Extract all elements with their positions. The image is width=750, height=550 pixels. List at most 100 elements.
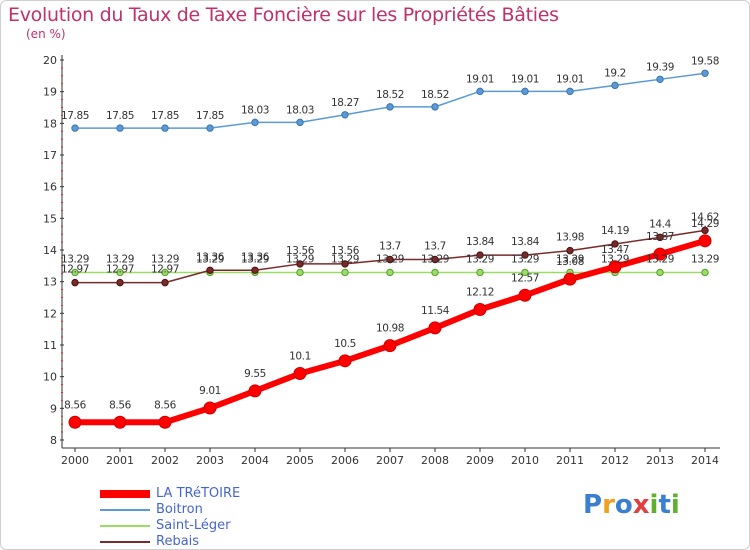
data-label-la-tr-toire: 12.57 — [511, 272, 539, 284]
data-point-la-tr-toire — [608, 260, 622, 274]
y-tick-label: 8 — [50, 434, 57, 447]
data-label-saint-l-ger: 13.29 — [241, 253, 269, 265]
data-point-rebais — [611, 240, 619, 248]
y-tick-label: 12 — [43, 307, 57, 320]
data-label-rebais: 14.4 — [649, 218, 671, 230]
data-point-boitron — [341, 111, 349, 119]
y-tick-label: 10 — [43, 371, 57, 384]
data-label-la-tr-toire: 14.29 — [691, 218, 719, 230]
logo-letter: o — [614, 490, 633, 520]
data-label-boitron: 18.03 — [241, 104, 269, 116]
logo-letter: i — [649, 490, 659, 520]
data-point-la-tr-toire — [158, 415, 172, 429]
data-point-rebais — [341, 260, 349, 268]
data-point-la-tr-toire — [68, 415, 82, 429]
data-label-rebais: 13.36 — [241, 251, 270, 263]
data-label-la-tr-toire: 12.12 — [466, 287, 494, 299]
x-tick-label: 2012 — [601, 454, 629, 467]
data-label-boitron: 19.58 — [691, 55, 719, 67]
data-label-boitron: 19.39 — [646, 61, 674, 73]
data-label-rebais: 13.36 — [196, 251, 225, 263]
legend-label: Rebais — [156, 534, 200, 549]
data-point-rebais — [656, 233, 664, 242]
legend-swatch-boitron — [100, 509, 150, 511]
x-tick-label: 2014 — [691, 454, 719, 467]
data-label-saint-l-ger: 13.29 — [646, 253, 674, 265]
data-label-rebais: 12.97 — [61, 264, 89, 276]
data-label-la-tr-toire: 13.87 — [646, 231, 674, 243]
data-point-rebais — [566, 246, 574, 255]
data-point-rebais — [251, 266, 259, 274]
data-point-boitron — [116, 124, 124, 132]
data-point-rebais — [296, 260, 304, 268]
data-point-saint-l-ger — [521, 268, 529, 277]
x-tick-label: 2007 — [376, 454, 404, 467]
data-label-la-tr-toire: 9.55 — [244, 368, 266, 380]
data-label-la-tr-toire: 13.08 — [556, 256, 584, 268]
data-point-la-tr-toire — [653, 247, 667, 261]
data-label-rebais: 12.97 — [151, 264, 179, 276]
data-point-saint-l-ger — [161, 268, 169, 277]
x-tick-label: 2005 — [286, 454, 314, 467]
data-label-boitron: 18.52 — [376, 89, 404, 101]
data-label-rebais: 13.7 — [424, 241, 446, 253]
data-label-la-tr-toire: 8.56 — [154, 399, 176, 411]
data-label-la-tr-toire: 11.54 — [421, 305, 450, 317]
legend-label: Boitron — [156, 502, 203, 517]
logo-letter: t — [658, 490, 671, 520]
data-point-rebais — [431, 255, 439, 264]
y-tick-label: 9 — [50, 402, 57, 415]
x-tick-label: 2013 — [646, 454, 674, 467]
data-label-saint-l-ger: 13.29 — [466, 253, 494, 265]
legend-swatch-saint-leger — [100, 525, 150, 527]
data-label-la-tr-toire: 8.56 — [64, 399, 86, 411]
data-label-la-tr-toire: 8.56 — [109, 399, 131, 411]
data-label-la-tr-toire: 13.47 — [601, 244, 629, 256]
y-tick-label: 16 — [43, 181, 57, 194]
data-label-boitron: 19.01 — [556, 73, 584, 85]
data-label-rebais: 13.84 — [511, 236, 540, 248]
data-label-boitron: 17.85 — [106, 110, 134, 122]
data-point-boitron — [431, 103, 439, 111]
data-label-boitron: 18.52 — [421, 89, 449, 101]
data-point-saint-l-ger — [386, 268, 394, 277]
data-label-rebais: 13.98 — [556, 232, 584, 244]
y-tick-label: 18 — [43, 117, 57, 130]
x-tick-label: 2003 — [196, 454, 224, 467]
proxiti-logo: Proxiti — [583, 490, 680, 520]
data-point-saint-l-ger — [431, 268, 439, 277]
y-tick-label: 17 — [43, 149, 57, 162]
data-label-boitron: 19.01 — [466, 73, 494, 85]
legend-swatch-la-tretoire — [100, 490, 150, 498]
data-point-boitron — [566, 87, 574, 96]
data-label-la-tr-toire: 10.1 — [289, 351, 311, 363]
data-point-la-tr-toire — [698, 234, 712, 248]
data-point-la-tr-toire — [518, 288, 532, 302]
data-point-boitron — [251, 118, 259, 127]
data-point-la-tr-toire — [383, 339, 397, 353]
data-point-la-tr-toire — [248, 384, 262, 398]
data-point-la-tr-toire — [113, 415, 127, 429]
data-label-saint-l-ger: 13.29 — [151, 253, 179, 265]
y-tick-label: 14 — [43, 244, 57, 257]
data-label-boitron: 17.85 — [196, 110, 224, 122]
data-label-rebais: 13.56 — [331, 245, 360, 257]
data-label-boitron: 17.85 — [61, 110, 89, 122]
data-label-boitron: 19.01 — [511, 73, 539, 85]
data-label-saint-l-ger: 13.29 — [691, 253, 719, 265]
x-tick-label: 2001 — [106, 454, 134, 467]
logo-letter: P — [583, 490, 603, 520]
data-point-boitron — [476, 87, 484, 96]
data-label-saint-l-ger: 13.29 — [196, 253, 224, 265]
data-point-saint-l-ger — [71, 268, 79, 277]
data-point-la-tr-toire — [428, 321, 442, 335]
data-label-rebais: 13.7 — [379, 241, 401, 253]
data-label-saint-l-ger: 13.29 — [556, 253, 584, 265]
data-point-boitron — [386, 103, 394, 111]
data-point-boitron — [296, 118, 304, 127]
x-tick-label: 2002 — [151, 454, 179, 467]
data-label-saint-l-ger: 13.29 — [376, 253, 404, 265]
data-point-rebais — [206, 266, 214, 274]
data-label-rebais: 13.84 — [466, 236, 495, 248]
